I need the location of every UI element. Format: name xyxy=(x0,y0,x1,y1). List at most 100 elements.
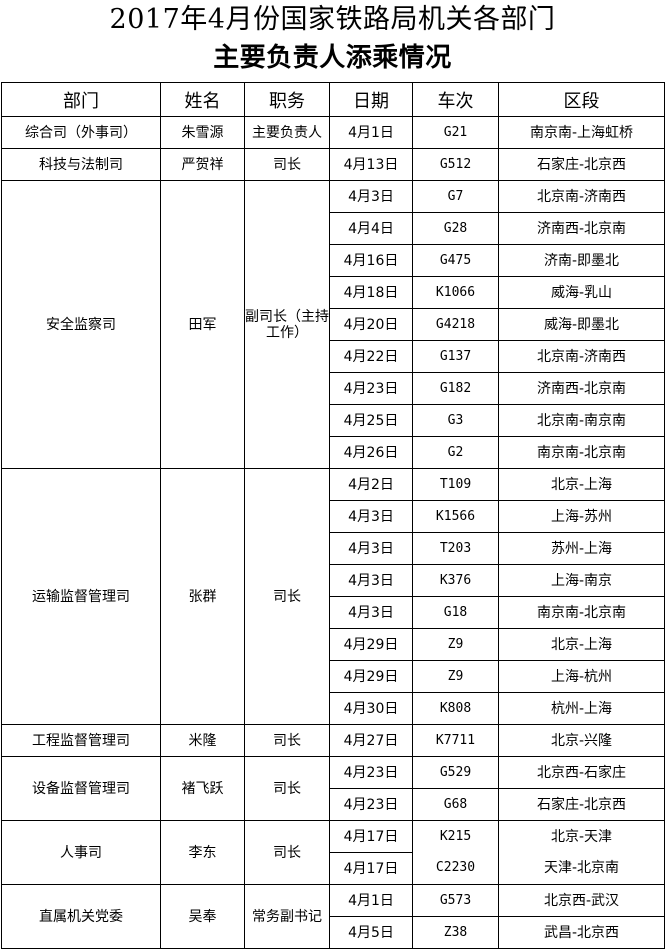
date-cell: 4月29日 xyxy=(329,628,413,661)
section-cell: 杭州-上海 xyxy=(498,692,665,725)
header-dept: 部门 xyxy=(1,82,161,117)
date-cell: 4月22日 xyxy=(329,340,413,373)
position-cell: 司长 xyxy=(244,820,330,885)
table-row: 4月23日 G68 石家庄-北京西 xyxy=(2,788,665,821)
section-cell: 北京南-济南西 xyxy=(498,180,665,213)
section-cell: 威海-乳山 xyxy=(498,276,665,309)
document-subtitle: 主要负责人添乘情况 xyxy=(213,43,452,73)
train-cell: G68 xyxy=(412,788,499,821)
date-cell: 4月5日 xyxy=(329,916,413,949)
section-cell: 北京-上海 xyxy=(498,468,665,501)
train-cell: G2 xyxy=(412,436,499,469)
name-cell: 严贺祥 xyxy=(160,148,245,181)
position-cell: 主要负责人 xyxy=(244,116,330,149)
header-section: 区段 xyxy=(498,82,665,117)
name-cell: 褚飞跃 xyxy=(160,756,245,821)
date-cell: 4月13日 xyxy=(329,148,413,181)
date-cell: 4月29日 xyxy=(329,660,413,693)
train-cell: G475 xyxy=(412,244,499,277)
section-cell: 石家庄-北京西 xyxy=(498,148,665,181)
section-cell: 北京西-武汉 xyxy=(498,884,665,917)
date-cell: 4月1日 xyxy=(329,116,413,149)
date-cell: 4月16日 xyxy=(329,244,413,277)
train-cell: G137 xyxy=(412,340,499,373)
section-cell: 济南西-北京南 xyxy=(498,372,665,405)
section-cell: 南京南-上海虹桥 xyxy=(498,116,665,149)
date-cell: 4月17日 xyxy=(329,852,413,885)
position-cell: 常务副书记 xyxy=(244,884,330,949)
section-cell: 北京-上海 xyxy=(498,628,665,661)
position-cell: 司长 xyxy=(244,724,330,757)
date-cell: 4月3日 xyxy=(329,500,413,533)
section-cell: 北京南-南京南 xyxy=(498,404,665,437)
section-cell: 南京南-北京南 xyxy=(498,596,665,629)
position-cell: 司长 xyxy=(244,468,330,725)
dept-cell: 工程监督管理司 xyxy=(1,724,161,757)
section-cell: 武昌-北京西 xyxy=(498,916,665,949)
table-row: 4月16日 G475 济南-即墨北 xyxy=(2,244,665,277)
train-cell: Z38 xyxy=(412,916,499,949)
section-cell: 上海-南京 xyxy=(498,564,665,597)
date-cell: 4月23日 xyxy=(329,756,413,789)
header-row: 部门 姓名 职务 日期 车次 区段 xyxy=(1,82,665,117)
table-row: 4月25日 G3 北京南-南京南 xyxy=(2,404,665,437)
train-cell: Z9 xyxy=(412,660,499,693)
date-cell: 4月3日 xyxy=(329,532,413,565)
section-cell: 北京南-济南西 xyxy=(498,340,665,373)
date-cell: 4月3日 xyxy=(329,564,413,597)
section-cell: 上海-杭州 xyxy=(498,660,665,693)
table-row: 4月20日 G4218 威海-即墨北 xyxy=(2,308,665,341)
dept-cell: 直属机关党委 xyxy=(1,884,161,949)
table-row: 设备监督管理司 褚飞跃 司长 4月23日 G529 北京西-石家庄 xyxy=(1,756,665,821)
date-cell: 4月3日 xyxy=(329,596,413,629)
train-cell: G4218 xyxy=(412,308,499,341)
date-cell: 4月23日 xyxy=(329,788,413,821)
document-title: 2017年4月份国家铁路局机关各部门 xyxy=(109,4,556,35)
date-cell: 4月1日 xyxy=(329,884,413,917)
name-cell: 米隆 xyxy=(160,724,245,757)
table-row: 综合司（外事司） 朱雪源 主要负责人 4月1日 G21 南京南-上海虹桥 xyxy=(1,116,665,149)
position-cell: 副司长（主持工作） xyxy=(244,180,330,469)
trip-table: 部门 姓名 职务 日期 车次 区段 综合司（外事司） 朱雪源 主要负责人 4月1日 G21 南京南-… xyxy=(1,82,665,949)
train-cell: K1066 xyxy=(412,276,499,309)
dept-cell: 综合司（外事司） xyxy=(1,116,161,149)
date-cell: 4月4日 xyxy=(329,212,413,245)
section-cell: 北京-天津 xyxy=(498,820,665,853)
dept-cell: 设备监督管理司 xyxy=(1,756,161,821)
name-cell: 张群 xyxy=(160,468,245,725)
dept-cell: 安全监察司 xyxy=(1,180,161,469)
section-cell: 苏州-上海 xyxy=(498,532,665,565)
train-cell: G21 xyxy=(412,116,499,149)
dept-cell: 运输监督管理司 xyxy=(1,468,161,725)
position-cell: 司长 xyxy=(244,756,330,821)
table-row: 4月3日 T203 苏州-上海 xyxy=(2,532,665,565)
section-cell: 天津-北京南 xyxy=(498,852,665,885)
date-cell: 4月25日 xyxy=(329,404,413,437)
section-cell: 济南西-北京南 xyxy=(498,212,665,245)
table-row: 4月22日 G137 北京南-济南西 xyxy=(2,340,665,373)
table-row: 4月26日 G2 南京南-北京南 xyxy=(2,436,665,469)
train-cell: C2230 xyxy=(412,852,499,885)
section-cell: 威海-即墨北 xyxy=(498,308,665,341)
train-cell: G512 xyxy=(412,148,499,181)
table-row: 运输监督管理司 张群 司长 4月2日 T109 北京-上海 xyxy=(1,468,665,725)
table-row: 4月23日 G182 济南西-北京南 xyxy=(2,372,665,405)
train-cell: G28 xyxy=(412,212,499,245)
table-row: 科技与法制司 严贺祥 司长 4月13日 G512 石家庄-北京西 xyxy=(1,148,665,181)
section-cell: 北京-兴隆 xyxy=(498,724,665,757)
section-cell: 上海-苏州 xyxy=(498,500,665,533)
header-date: 日期 xyxy=(329,82,413,117)
date-cell: 4月27日 xyxy=(329,724,413,757)
train-cell: K1566 xyxy=(412,500,499,533)
header-position: 职务 xyxy=(244,82,330,117)
train-cell: Z9 xyxy=(412,628,499,661)
name-cell: 田军 xyxy=(160,180,245,469)
date-cell: 4月2日 xyxy=(329,468,413,501)
train-cell: T109 xyxy=(412,468,499,501)
table-row: 4月4日 G28 济南西-北京南 xyxy=(2,212,665,245)
section-cell: 南京南-北京南 xyxy=(498,436,665,469)
dept-cell: 科技与法制司 xyxy=(1,148,161,181)
train-cell: G7 xyxy=(412,180,499,213)
section-cell: 济南-即墨北 xyxy=(498,244,665,277)
table-row: 安全监察司 田军 副司长（主持工作） 4月3日 G7 北京南-济南西 xyxy=(1,180,665,469)
